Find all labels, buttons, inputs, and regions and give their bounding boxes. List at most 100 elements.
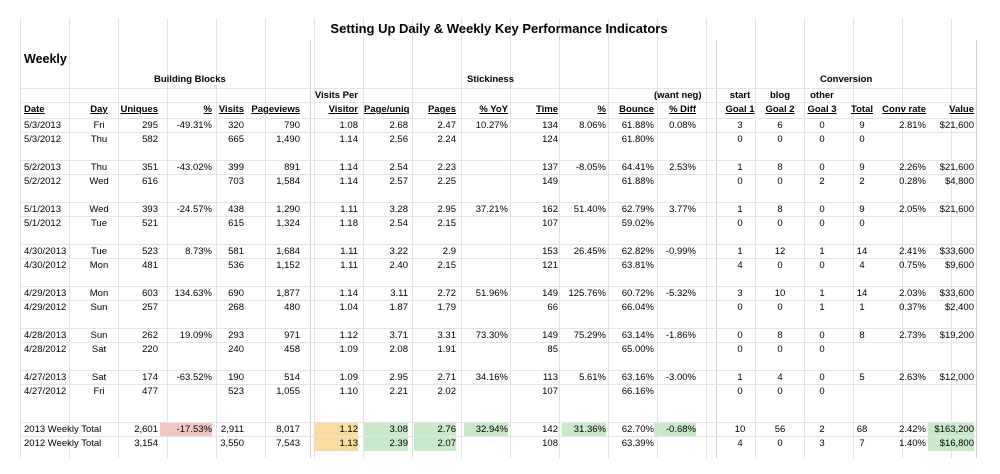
- cell-uniques: 616: [142, 176, 158, 187]
- column-header-pages: Pages: [428, 104, 456, 115]
- cell-visits-per-visitor: 1.18: [339, 218, 359, 229]
- totals-row: 2013 Weekly Total 2,601 -17.53% 2,911 8,017 1…: [20, 422, 978, 437]
- cell-visits: 536: [228, 260, 244, 271]
- cell-total: 1: [859, 302, 865, 313]
- total-value: $16,800: [928, 437, 974, 451]
- cell-total: 0: [859, 134, 865, 145]
- cell-uniques: 351: [142, 162, 158, 173]
- cell-uniques: 523: [142, 246, 158, 257]
- cell-time-pct: [562, 175, 606, 189]
- cell-pageviews: 891: [284, 162, 300, 173]
- cell-visits: 268: [228, 302, 244, 313]
- cell-goal-2: 4: [777, 372, 783, 383]
- cell-time: 149: [542, 330, 558, 341]
- total-uniques: 3,154: [134, 438, 158, 449]
- cell-pct-diff: [654, 385, 696, 399]
- cell-goal-1: 0: [737, 386, 743, 397]
- cell-time: 137: [542, 162, 558, 173]
- cell-uniques-pct: 19.09%: [179, 330, 212, 341]
- cell-visits-per-visitor: 1.09: [339, 344, 359, 355]
- cell-value: [928, 133, 974, 147]
- column-divider: [976, 40, 977, 458]
- cell-goal-2: 0: [777, 344, 783, 355]
- cell-visits-per-visitor: 1.11: [340, 260, 358, 271]
- cell-goal-3: 0: [819, 260, 825, 271]
- cell-page-per-uniq: 3.71: [389, 330, 409, 341]
- table-row: 4/28/2012 Sat 220 240 458 1.09 2.08 1.91 85 65.00…: [20, 342, 978, 357]
- total-goal-1: 10: [734, 424, 746, 435]
- cell-bounce: 66.04%: [621, 302, 654, 313]
- cell-time: 107: [542, 218, 558, 229]
- cell-day: Sun: [90, 302, 108, 313]
- cell-goal-1: 0: [737, 134, 743, 145]
- column-header-uniques-pct: %: [203, 104, 212, 115]
- cell-visits: 615: [228, 218, 244, 229]
- column-header-page-per-uniq: Page/uniq: [364, 104, 410, 115]
- cell-time: 124: [542, 134, 558, 145]
- cell-pct-diff: [654, 133, 696, 147]
- cell-uniques: 603: [142, 288, 158, 299]
- cell-pct-diff: [654, 259, 696, 273]
- total-time: 142: [542, 424, 558, 435]
- cell-time: 85: [547, 344, 558, 355]
- cell-goal-2: 0: [777, 218, 783, 229]
- cell-day: Thu: [90, 162, 108, 173]
- cell-pct-diff: [654, 343, 696, 357]
- cell-uniques: 477: [142, 386, 158, 397]
- cell-day: Tue: [90, 218, 108, 229]
- cell-conv-rate: 2.05%: [899, 204, 926, 215]
- cell-pageviews: 1,324: [276, 218, 300, 229]
- cell-date: 5/3/2013: [24, 120, 61, 131]
- cell-total: 14: [856, 288, 868, 299]
- cell-page-per-uniq: 2.21: [389, 386, 409, 397]
- column-header-bounce: Bounce: [619, 104, 654, 115]
- cell-goal-2: 0: [777, 176, 783, 187]
- cell-goal-3: 0: [819, 386, 825, 397]
- cell-bounce: 61.88%: [621, 120, 654, 131]
- cell-pageviews: 458: [284, 344, 300, 355]
- cell-goal-3: 0: [819, 330, 825, 341]
- cell-time-pct: [562, 385, 606, 399]
- cell-visits-per-visitor: 1.14: [339, 288, 359, 299]
- cell-pages: 1.91: [437, 344, 457, 355]
- table-row: 5/2/2013 Thu 351 -43.02% 399 891 1.14 2.54 2.23 1…: [20, 160, 978, 175]
- cell-date: 4/28/2012: [24, 344, 67, 355]
- cell-pageviews: 1,290: [276, 204, 300, 215]
- cell-time: 107: [542, 386, 558, 397]
- cell-uniques: 262: [142, 330, 158, 341]
- total-time-pct: 31.36%: [562, 423, 606, 437]
- cell-conv-rate: 2.26%: [899, 162, 926, 173]
- cell-pct-yoy: [464, 259, 508, 273]
- cell-pages: 1.79: [437, 302, 457, 313]
- cell-total: 2: [859, 176, 865, 187]
- cell-time-pct: 51.40%: [573, 204, 606, 215]
- cell-total: [846, 343, 878, 357]
- cell-date: 4/30/2013: [24, 246, 67, 257]
- cell-pct-yoy: [464, 245, 508, 259]
- table-row: 4/28/2013 Sun 262 19.09% 293 971 1.12 3.71 3.31 7…: [20, 328, 978, 343]
- total-pct-diff: -0.68%: [654, 423, 696, 437]
- cell-day: Wed: [89, 176, 109, 187]
- total-bounce: 62.70%: [621, 424, 654, 435]
- cell-total: 8: [859, 330, 865, 341]
- column-header-time: Time: [535, 104, 558, 115]
- total-visits: 2,911: [220, 424, 244, 435]
- cell-value: $33,600: [939, 288, 974, 299]
- th-other: other: [810, 90, 834, 101]
- cell-visits: 581: [228, 246, 244, 257]
- table-row: 4/30/2013 Tue 523 8.73% 581 1,684 1.11 3.22 2.9 1…: [20, 244, 978, 259]
- cell-goal-2: 0: [777, 386, 783, 397]
- th-visits-per: Visits Per: [314, 90, 358, 101]
- cell-page-per-uniq: 3.11: [390, 288, 408, 299]
- cell-time: 134: [542, 120, 558, 131]
- cell-visits: 703: [228, 176, 244, 187]
- cell-goal-1: 1: [737, 162, 743, 173]
- cell-date: 4/27/2013: [24, 372, 67, 383]
- total-page-per-uniq: 2.39: [364, 437, 408, 451]
- cell-uniques-pct: -43.02%: [176, 162, 212, 173]
- column-header-visits: Visits: [218, 104, 244, 115]
- cell-conv-rate: 0.75%: [899, 260, 926, 271]
- column-header-pct-diff: % Diff: [669, 104, 696, 115]
- column-header-conv-rate: Conv rate: [882, 104, 926, 115]
- cell-uniques: 582: [142, 134, 158, 145]
